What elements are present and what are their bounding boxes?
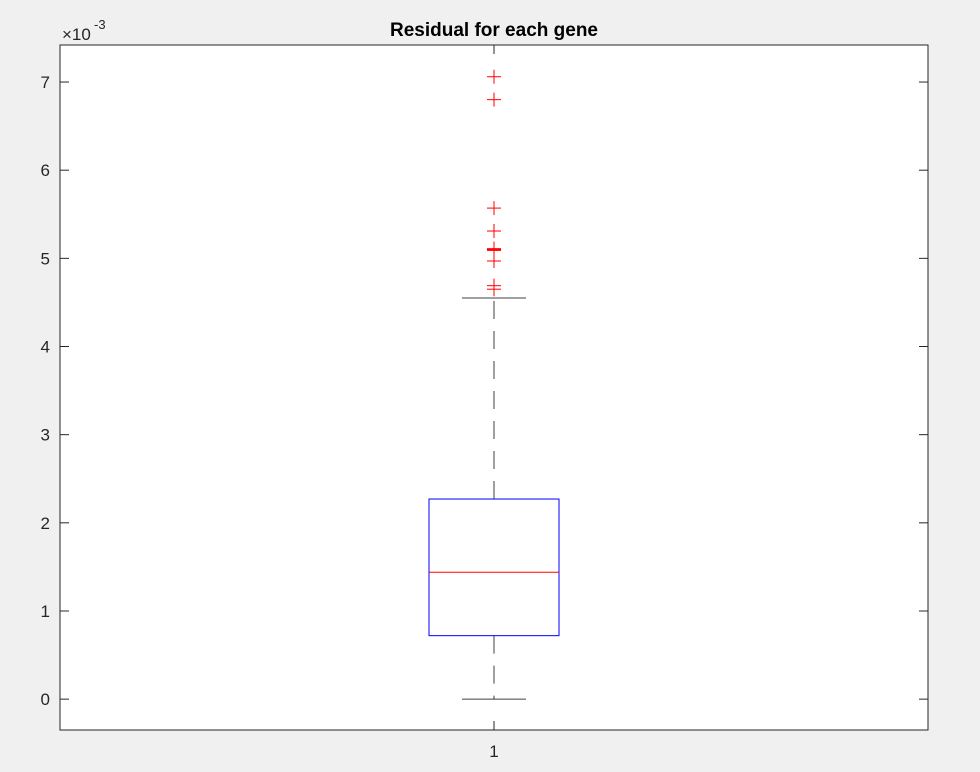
outlier-marker	[487, 69, 501, 84]
x-tick-label: 1	[489, 742, 498, 761]
y-exponent-base: ×10	[62, 25, 91, 44]
outlier-marker	[487, 92, 501, 107]
outlier-marker	[487, 201, 501, 216]
y-tick-label: 5	[41, 249, 50, 268]
y-tick-label: 4	[41, 338, 50, 357]
y-tick-label: 3	[41, 426, 50, 445]
y-axis: 0 1 2 3 4 5 6 7	[41, 73, 928, 709]
outlier-marker	[487, 282, 501, 297]
y-tick-label: 2	[41, 514, 50, 533]
outlier-marker	[487, 253, 501, 268]
y-tick-label: 7	[41, 73, 50, 92]
y-exponent-power: -3	[94, 17, 106, 32]
y-tick-label: 1	[41, 602, 50, 621]
y-tick-label: 0	[41, 690, 50, 709]
chart-title: Residual for each gene	[390, 20, 598, 41]
y-tick-label: 6	[41, 161, 50, 180]
boxplot-group	[428, 69, 560, 700]
y-exponent: ×10 -3	[62, 17, 106, 44]
box-iqr	[428, 498, 560, 637]
x-axis: 1	[489, 45, 499, 761]
outlier-marker	[487, 224, 501, 239]
plot-area	[59, 44, 929, 731]
